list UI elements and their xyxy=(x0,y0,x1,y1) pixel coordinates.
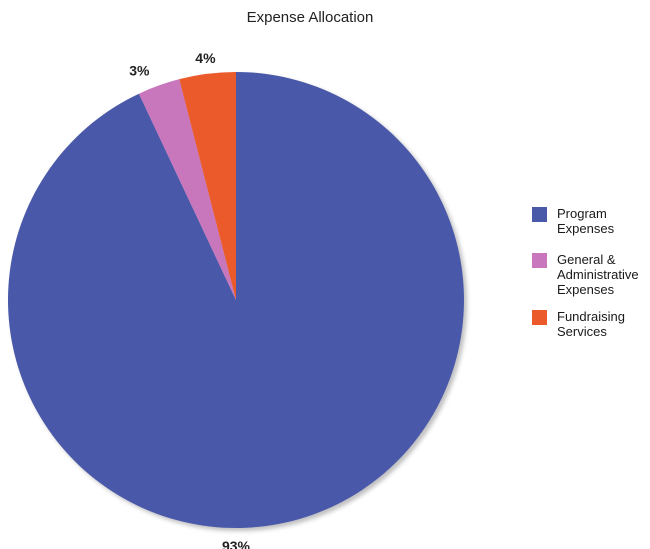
pie-slice-program-expenses xyxy=(7,72,465,528)
chart-title: Expense Allocation xyxy=(246,9,374,26)
legend: Program Expenses General & Administrativ… xyxy=(532,206,644,355)
pie-slices xyxy=(7,72,465,528)
legend-swatch-general-administrative xyxy=(532,253,547,268)
slice-label-program-expenses: 93% xyxy=(222,538,251,549)
legend-item-program-expenses: Program Expenses xyxy=(532,206,644,236)
slice-label-general-administrative: 3% xyxy=(129,62,150,78)
legend-label-fundraising-services: Fundraising Services xyxy=(557,309,625,339)
legend-item-fundraising-services: Fundraising Services xyxy=(532,309,644,339)
legend-swatch-fundraising-services xyxy=(532,310,547,325)
legend-swatch-program-expenses xyxy=(532,207,547,222)
slice-label-fundraising-services: 4% xyxy=(195,50,216,66)
legend-label-general-administrative: General & Administrative Expenses xyxy=(557,252,639,297)
legend-label-program-expenses: Program Expenses xyxy=(557,206,615,236)
legend-item-general-administrative: General & Administrative Expenses xyxy=(532,252,644,297)
pie-slice-general-administrative xyxy=(138,79,236,300)
pie-chart: 93% 3% 4% xyxy=(7,50,465,549)
pie-slice-fundraising-services xyxy=(179,72,236,300)
